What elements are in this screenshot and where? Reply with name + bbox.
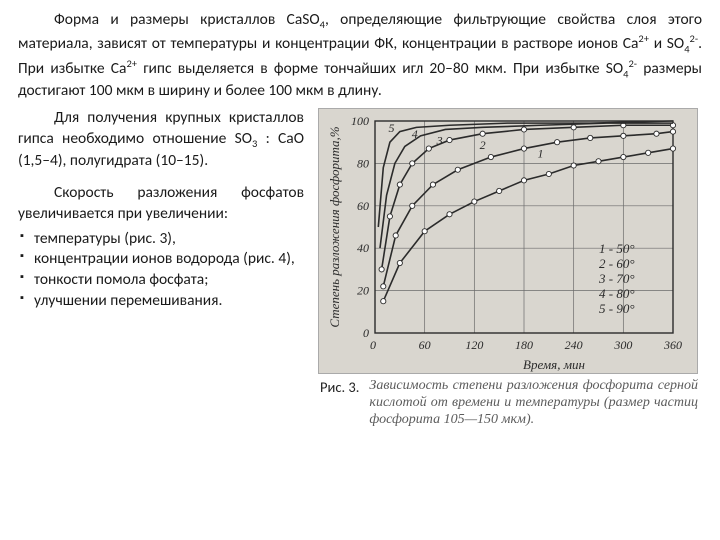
figure-label: Рис. 3. — [318, 378, 361, 396]
sup-2minus-1: 2- — [690, 32, 699, 45]
svg-text:300: 300 — [613, 338, 632, 352]
bullet-item: тонкости помола фосфата; — [26, 270, 304, 291]
p1-e: гипс выделяется в форме тончайших игл 20… — [137, 59, 623, 78]
p3-text: Скорость разложения фосфатов увеличивает… — [18, 183, 304, 223]
svg-text:0: 0 — [363, 326, 369, 340]
sup-2plus-2: 2+ — [126, 57, 137, 70]
svg-text:60: 60 — [419, 338, 431, 352]
svg-text:0: 0 — [370, 338, 376, 352]
svg-text:100: 100 — [351, 114, 369, 128]
svg-text:60: 60 — [357, 199, 369, 213]
svg-text:4: 4 — [412, 127, 418, 141]
bullet-text: тонкости помола фосфата; — [34, 270, 208, 289]
bullet-item: температуры (рис. 3), — [26, 229, 304, 250]
p1-c: и SO — [649, 34, 684, 53]
svg-text:4 - 80°: 4 - 80° — [599, 286, 635, 301]
p1-a: Форма и размеры кристаллов CaSO — [54, 10, 320, 29]
svg-text:2 - 60°: 2 - 60° — [599, 256, 635, 271]
sup-2plus-1: 2+ — [638, 32, 649, 45]
bullet-item: улучшении перемешивания. — [26, 291, 304, 312]
svg-text:1 - 50°: 1 - 50° — [599, 241, 635, 256]
figure-caption: Зависимость степени разложения фосфорита… — [369, 378, 698, 428]
right-column: 06012018024030036020406080100Степень раз… — [318, 108, 698, 428]
lower-row: Для получения крупных кристаллов гипса н… — [18, 108, 702, 428]
slide: Форма и размеры кристаллов CaSO4, опреде… — [0, 0, 720, 540]
paragraph-3: Скорость разложения фосфатов увеличивает… — [18, 183, 304, 224]
bullet-text: концентрации ионов водорода (рис. 4), — [34, 249, 295, 268]
svg-text:20: 20 — [357, 284, 369, 298]
svg-text:80: 80 — [357, 156, 369, 170]
bullet-text: температуры (рис. 3), — [34, 229, 176, 248]
svg-text:Степень разложения фосфорита,%: Степень разложения фосфорита,% — [327, 126, 342, 327]
left-column: Для получения крупных кристаллов гипса н… — [18, 108, 304, 312]
figure-caption-row: Рис. 3. Зависимость степени разложения ф… — [318, 378, 698, 428]
svg-text:3: 3 — [436, 134, 443, 148]
bullet-list: температуры (рис. 3), концентрации ионов… — [18, 229, 304, 313]
svg-text:120: 120 — [465, 338, 483, 352]
svg-text:5: 5 — [389, 121, 395, 135]
svg-text:240: 240 — [565, 338, 583, 352]
svg-text:40: 40 — [357, 241, 369, 255]
paragraph-1: Форма и размеры кристаллов CaSO4, опреде… — [18, 10, 702, 102]
svg-text:5 - 90°: 5 - 90° — [599, 301, 635, 316]
paragraph-2: Для получения крупных кристаллов гипса н… — [18, 108, 304, 171]
svg-text:360: 360 — [663, 338, 682, 352]
svg-text:2: 2 — [480, 138, 486, 152]
svg-text:Время, мин: Время, мин — [523, 357, 585, 372]
chart-svg: 06012018024030036020406080100Степень раз… — [319, 109, 697, 373]
sup-2minus-2: 2- — [628, 57, 637, 70]
bullet-text: улучшении перемешивания. — [34, 291, 222, 310]
svg-text:180: 180 — [515, 338, 533, 352]
svg-text:1: 1 — [538, 146, 544, 160]
chart-figure: 06012018024030036020406080100Степень раз… — [318, 108, 698, 374]
bullet-item: концентрации ионов водорода (рис. 4), — [26, 249, 304, 270]
svg-text:3 - 70°: 3 - 70° — [598, 271, 635, 286]
